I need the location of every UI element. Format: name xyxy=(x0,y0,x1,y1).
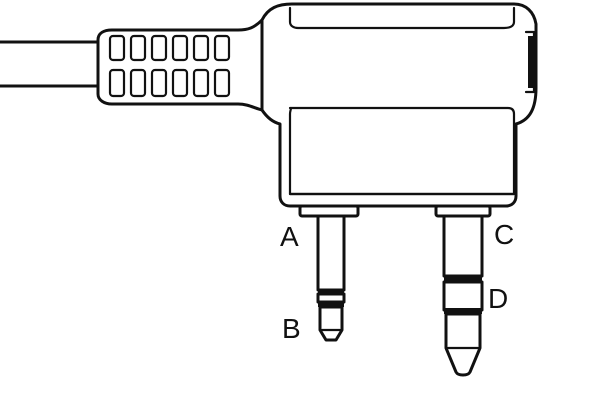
label-b: B xyxy=(282,313,301,344)
plug-housing xyxy=(260,2,538,208)
label-c: C xyxy=(494,219,514,250)
grip-slots xyxy=(108,34,231,98)
label-d: D xyxy=(488,283,508,314)
left-plug-pin xyxy=(298,204,360,342)
right-plug-pin xyxy=(434,204,492,377)
label-a: A xyxy=(280,221,299,252)
strain-relief-boot xyxy=(96,18,264,112)
cable xyxy=(0,40,102,88)
